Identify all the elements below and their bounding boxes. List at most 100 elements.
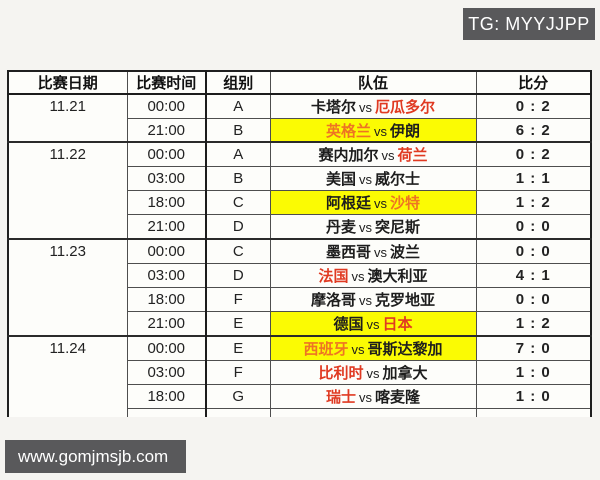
group-cell: E <box>205 334 271 361</box>
column-header-date: 比赛日期 <box>7 70 128 95</box>
vs-separator: vs <box>351 341 365 357</box>
group-cell: D <box>205 214 271 240</box>
group-cell: A <box>205 92 271 119</box>
teams-cell: 德国 vs 日本 <box>269 311 477 337</box>
home-team: 丹麦 <box>325 219 356 237</box>
teams-cell <box>269 407 477 417</box>
column-header-time: 比赛时间 <box>126 70 207 95</box>
match-row: 18:00 F 摩洛哥 vs 克罗地亚 0 : 0 <box>8 286 592 313</box>
away-team: 哥斯达黎加 <box>367 340 443 358</box>
home-team: 摩洛哥 <box>310 292 356 310</box>
date-cell: 11.22 <box>7 141 128 240</box>
teams-cell: 西班牙 vs 哥斯达黎加 <box>269 334 477 361</box>
teams-cell: 法国 vs 澳大利亚 <box>269 262 477 289</box>
match-results-table: 比赛日期 比赛时间 组别 队伍 比分 11.21 00:00 A 卡塔尔 vs 厄瓜多尔 0… <box>7 70 592 417</box>
vs-separator: vs <box>359 389 372 405</box>
teams-cell: 瑞士 vs 喀麦隆 <box>269 383 477 409</box>
home-team: 卡塔尔 <box>310 98 356 116</box>
group-cell: B <box>205 166 271 192</box>
match-row: 18:00 G 瑞士 vs 喀麦隆 1 : 0 <box>8 383 592 409</box>
teams-cell: 英格兰 vs 伊朗 <box>269 117 477 143</box>
teams-cell: 摩洛哥 vs 克罗地亚 <box>269 286 477 313</box>
score-cell: 1 : 1 <box>475 166 592 192</box>
away-team: 克罗地亚 <box>375 292 436 310</box>
score-cell: 0 : 2 <box>475 141 592 168</box>
website-watermark: www.gomjmsjb.com <box>5 440 186 473</box>
score-cell: 0 : 2 <box>475 92 592 119</box>
match-row: 11.22 00:00 A 赛内加尔 vs 荷兰 0 : 2 <box>7 141 592 240</box>
teams-cell: 比利时 vs 加拿大 <box>269 359 477 385</box>
vs-separator: vs <box>359 293 372 309</box>
group-cell: F <box>205 359 271 385</box>
home-team: 法国 <box>318 267 349 285</box>
column-header-score: 比分 <box>475 70 592 95</box>
group-cell: A <box>205 141 271 168</box>
time-cell: 21:00 <box>126 214 207 240</box>
teams-cell: 丹麦 vs 突尼斯 <box>269 214 477 240</box>
time-cell: 18:00 <box>126 383 207 409</box>
match-row: 11.23 00:00 C 墨西哥 vs 波兰 0 : 0 <box>7 238 592 337</box>
time-cell: 00:00 <box>126 334 207 361</box>
teams-cell: 卡塔尔 vs 厄瓜多尔 <box>269 92 477 119</box>
vs-separator: vs <box>359 99 372 115</box>
telegram-watermark-text: TG: MYYJJPP <box>468 13 590 34</box>
home-team: 比利时 <box>318 364 364 382</box>
vs-separator: vs <box>359 172 372 188</box>
time-cell <box>126 407 207 417</box>
score-cell <box>475 407 592 417</box>
score-cell: 1 : 2 <box>475 311 592 337</box>
score-cell: 0 : 0 <box>475 286 592 313</box>
group-cell: G <box>205 383 271 409</box>
score-cell: 6 : 2 <box>475 117 592 143</box>
away-team: 厄瓜多尔 <box>375 98 436 116</box>
home-team: 墨西哥 <box>325 243 371 261</box>
time-cell: 21:00 <box>126 311 207 337</box>
match-row: 03:00 F 比利时 vs 加拿大 1 : 0 <box>8 359 592 385</box>
vs-separator: vs <box>374 123 387 139</box>
header-row: 比赛日期 比赛时间 组别 队伍 比分 <box>7 70 592 95</box>
home-team: 阿根廷 <box>325 195 371 213</box>
teams-cell: 美国 vs 威尔士 <box>269 166 477 192</box>
match-row: 21:00 B 英格兰 vs 伊朗 6 : 2 <box>8 117 592 143</box>
group-cell: F <box>205 286 271 313</box>
group-cell <box>205 407 271 417</box>
time-cell: 21:00 <box>126 117 207 143</box>
vs-separator: vs <box>381 148 395 164</box>
vs-separator: vs <box>374 244 387 260</box>
score-cell: 1 : 2 <box>475 190 592 216</box>
away-team: 突尼斯 <box>375 219 421 237</box>
score-cell: 0 : 0 <box>475 214 592 240</box>
match-row: 21:00 D 丹麦 vs 突尼斯 0 : 0 <box>8 214 592 240</box>
match-row: 03:00 B 美国 vs 威尔士 1 : 1 <box>8 166 592 192</box>
home-team: 瑞士 <box>325 388 356 406</box>
match-results-table-wrap: 比赛日期 比赛时间 组别 队伍 比分 11.21 00:00 A 卡塔尔 vs 厄瓜多尔 0… <box>7 70 592 417</box>
teams-cell: 墨西哥 vs 波兰 <box>269 238 477 264</box>
match-row: 03:00 D 法国 vs 澳大利亚 4 : 1 <box>8 262 592 289</box>
telegram-watermark: TG: MYYJJPP <box>463 8 595 40</box>
score-cell: 1 : 0 <box>475 383 592 409</box>
group-cell: E <box>205 311 271 337</box>
away-team: 荷兰 <box>397 147 428 165</box>
teams-cell: 赛内加尔 vs 荷兰 <box>269 141 477 168</box>
match-row: 18:00 C 阿根廷 vs 沙特 1 : 2 <box>8 190 592 216</box>
teams-cell: 阿根廷 vs 沙特 <box>269 190 477 216</box>
column-header-teams: 队伍 <box>269 70 477 95</box>
group-cell: B <box>205 117 271 143</box>
home-team: 西班牙 <box>303 340 349 358</box>
score-cell: 7 : 0 <box>475 334 592 361</box>
clipped-partial-row <box>8 407 592 417</box>
date-cell: 11.21 <box>7 92 128 143</box>
date-cell: 11.23 <box>7 238 128 337</box>
group-cell: D <box>205 262 271 289</box>
vs-separator: vs <box>351 268 365 284</box>
score-cell: 4 : 1 <box>475 262 592 289</box>
group-cell: C <box>205 238 271 264</box>
time-cell: 00:00 <box>126 141 207 168</box>
home-team: 德国 <box>333 316 364 334</box>
time-cell: 03:00 <box>126 262 207 289</box>
away-team: 加拿大 <box>382 364 428 382</box>
away-team: 澳大利亚 <box>367 267 428 285</box>
vs-separator: vs <box>366 317 380 333</box>
time-cell: 18:00 <box>126 190 207 216</box>
